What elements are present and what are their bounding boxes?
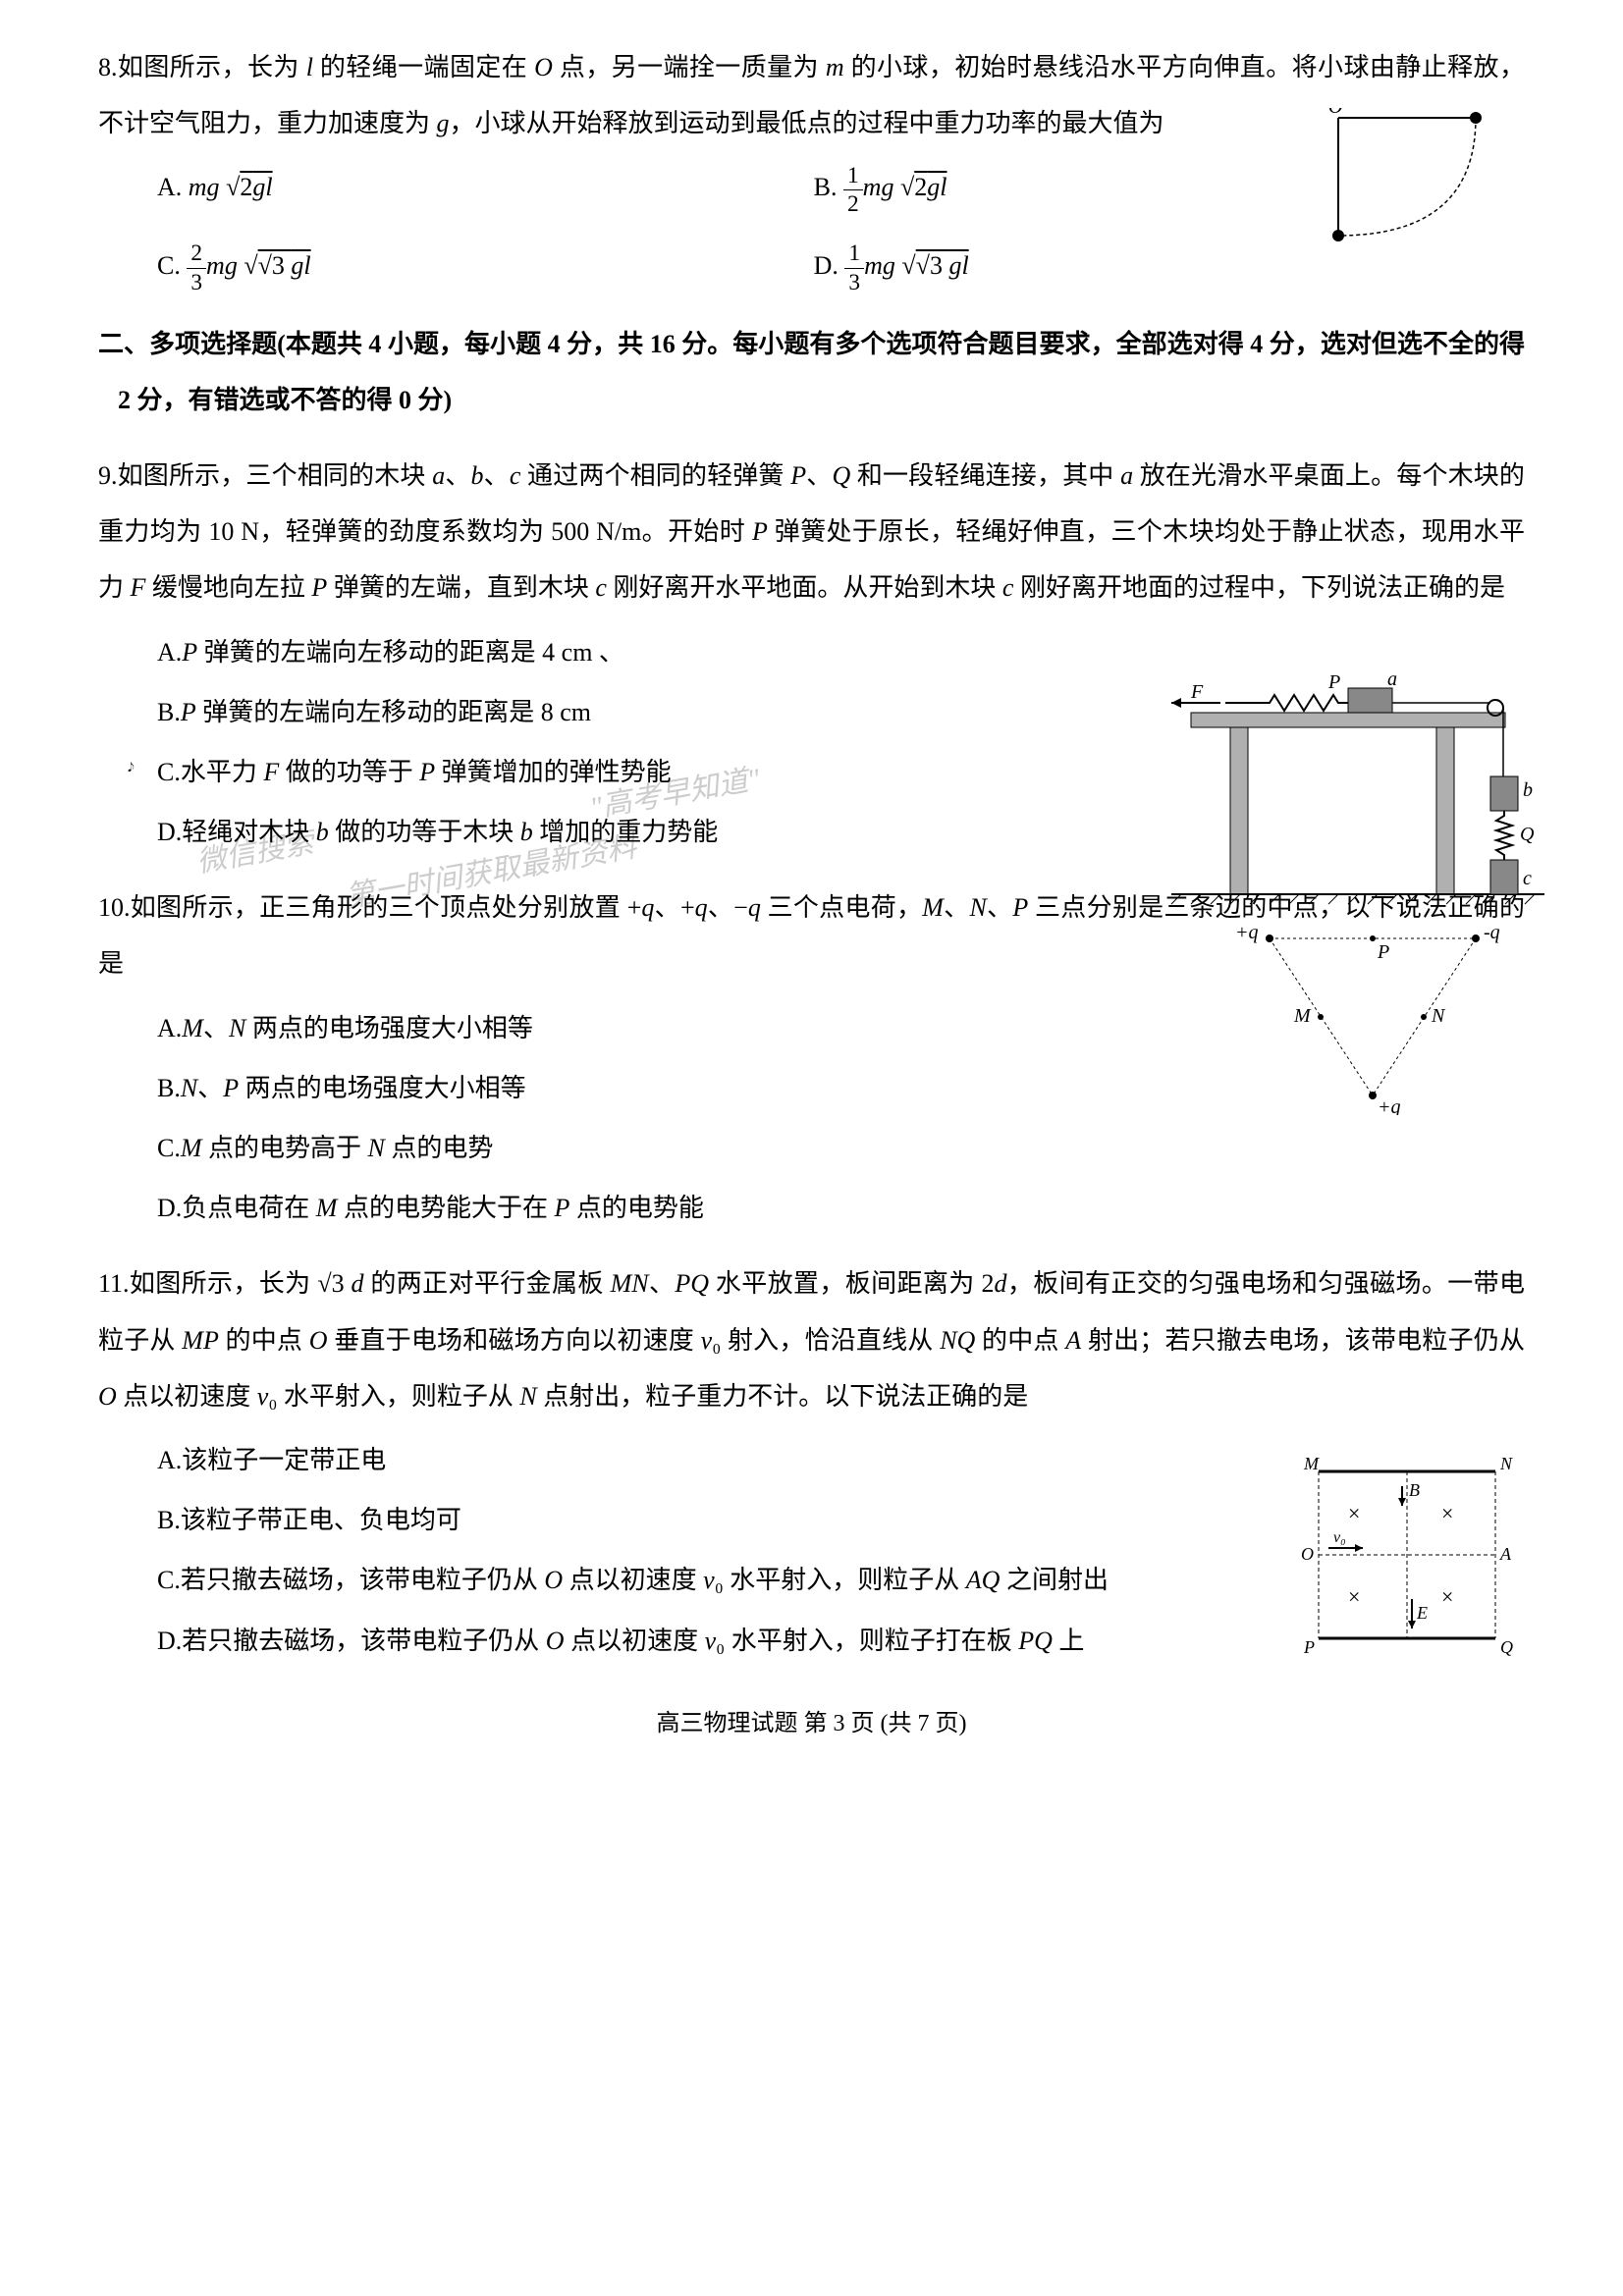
svg-text:P: P bbox=[1327, 673, 1340, 693]
q10-figure: +q -q +q P M N bbox=[1230, 919, 1515, 1115]
q10-option-d: D.负点电荷在 M 点的电势能大于在 P 点的电势能 bbox=[157, 1180, 1097, 1236]
question-11: 11.如图所示，长为 √3 d 的两正对平行金属板 MN、PQ 水平放置，板间距… bbox=[98, 1255, 1525, 1668]
section-2-header: 二、多项选择题(本题共 4 小题，每小题 4 分，共 16 分。每小题有多个选项… bbox=[98, 316, 1525, 428]
q9-option-b: B.P 弹簧的左端向左移动的距离是 8 cm bbox=[157, 684, 1097, 740]
q11-option-b: B.该粒子带正电、负电均可 bbox=[157, 1492, 1239, 1548]
q11-option-a: A.该粒子一定带正电 bbox=[157, 1432, 1239, 1488]
page-footer: 高三物理试题 第 3 页 (共 7 页) bbox=[98, 1698, 1525, 1750]
q9-option-a: A.P 弹簧的左端向左移动的距离是 4 cm 、 bbox=[157, 624, 1097, 680]
q8-body: 如图所示，长为 l 的轻绳一端固定在 O 点，另一端拴一质量为 m 的小球，初始… bbox=[98, 53, 1525, 137]
svg-text:N: N bbox=[1431, 1005, 1446, 1027]
q9-option-d: D.轻绳对木块 b 做的功等于木块 b 增加的重力势能 bbox=[157, 804, 1097, 860]
q11-option-d: D.若只撤去磁场，该带电粒子仍从 O 点以初速度 v₀ 水平射入，则粒子打在板 … bbox=[157, 1613, 1239, 1669]
svg-text:Q: Q bbox=[1500, 1637, 1513, 1657]
q9-body: 如图所示，三个相同的木块 a、b、c 通过两个相同的轻弹簧 P、Q 和一段轻绳连… bbox=[98, 461, 1525, 602]
question-8: 8.如图所示，长为 l 的轻绳一端固定在 O 点，另一端拴一质量为 m 的小球，… bbox=[98, 39, 1525, 296]
q9-marker: 𝆕 bbox=[128, 744, 135, 787]
q9-options: A.P 弹簧的左端向左移动的距离是 4 cm 、 B.P 弹簧的左端向左移动的距… bbox=[98, 624, 1097, 861]
q8-option-c: C. 23mg √√3 gl bbox=[157, 238, 814, 296]
svg-text:P: P bbox=[1377, 941, 1389, 963]
q8-figure: O bbox=[1328, 108, 1525, 255]
q11-text: 11.如图所示，长为 √3 d 的两正对平行金属板 MN、PQ 水平放置，板间距… bbox=[98, 1255, 1525, 1424]
svg-text:M: M bbox=[1293, 1005, 1312, 1027]
svg-text:×: × bbox=[1441, 1501, 1453, 1525]
svg-text:M: M bbox=[1303, 1454, 1320, 1473]
q9-number: 9. bbox=[98, 461, 118, 490]
q10-options: A.M、N 两点的电场强度大小相等 B.N、P 两点的电场强度大小相等 C.M … bbox=[98, 1000, 1097, 1237]
q11-body: 如图所示，长为 √3 d 的两正对平行金属板 MN、PQ 水平放置，板间距离为 … bbox=[98, 1269, 1525, 1410]
q9-text: 9.如图所示，三个相同的木块 a、b、c 通过两个相同的轻弹簧 P、Q 和一段轻… bbox=[98, 448, 1525, 616]
question-10: 10.如图所示，正三角形的三个顶点处分别放置 +q、+q、−q 三个点电荷，M、… bbox=[98, 880, 1525, 1236]
svg-text:b: b bbox=[1523, 779, 1533, 801]
q10-option-c: C.M 点的电势高于 N 点的电势 bbox=[157, 1120, 1097, 1176]
q8-text: 8.如图所示，长为 l 的轻绳一端固定在 O 点，另一端拴一质量为 m 的小球，… bbox=[98, 39, 1525, 151]
svg-text:-q: -q bbox=[1484, 922, 1500, 943]
q11-options: A.该粒子一定带正电 B.该粒子带正电、负电均可 C.若只撤去磁场，该带电粒子仍… bbox=[98, 1432, 1239, 1669]
svg-text:A: A bbox=[1499, 1544, 1512, 1564]
q10-option-b: B.N、P 两点的电场强度大小相等 bbox=[157, 1060, 1097, 1116]
svg-text:F: F bbox=[1190, 681, 1204, 703]
q8-label-O: O bbox=[1328, 108, 1342, 118]
q9-option-c: 𝆕C.水平力 F 做的功等于 P 弹簧增加的弹性势能 bbox=[157, 744, 1097, 800]
svg-text:E: E bbox=[1416, 1603, 1428, 1623]
svg-text:P: P bbox=[1303, 1637, 1315, 1657]
svg-text:N: N bbox=[1499, 1454, 1513, 1473]
svg-text:O: O bbox=[1301, 1544, 1314, 1564]
q8-number: 8. bbox=[98, 53, 118, 81]
svg-text:×: × bbox=[1441, 1584, 1453, 1609]
svg-text:a: a bbox=[1387, 673, 1397, 690]
q10-number: 10. bbox=[98, 893, 131, 922]
svg-text:B: B bbox=[1409, 1480, 1420, 1500]
svg-text:Q: Q bbox=[1520, 824, 1535, 845]
q11-figure: × × × × B E v₀ M N O A P Q bbox=[1289, 1452, 1525, 1668]
svg-text:v₀: v₀ bbox=[1333, 1529, 1346, 1546]
svg-text:+q: +q bbox=[1378, 1096, 1401, 1115]
q11-number: 11. bbox=[98, 1269, 130, 1298]
question-9: 9.如图所示，三个相同的木块 a、b、c 通过两个相同的轻弹簧 P、Q 和一段轻… bbox=[98, 448, 1525, 860]
q11-option-c: C.若只撤去磁场，该带电粒子仍从 O 点以初速度 v₀ 水平射入，则粒子从 AQ… bbox=[157, 1552, 1239, 1608]
q8-option-a: A. mg √2gl bbox=[157, 159, 814, 218]
q10-option-a: A.M、N 两点的电场强度大小相等 bbox=[157, 1000, 1097, 1056]
q8-options: A. mg √2gl B. 12mg √2gl C. 23mg √√3 gl D… bbox=[98, 159, 1525, 295]
svg-text:×: × bbox=[1348, 1501, 1360, 1525]
svg-text:×: × bbox=[1348, 1584, 1360, 1609]
svg-text:+q: +q bbox=[1235, 922, 1259, 943]
